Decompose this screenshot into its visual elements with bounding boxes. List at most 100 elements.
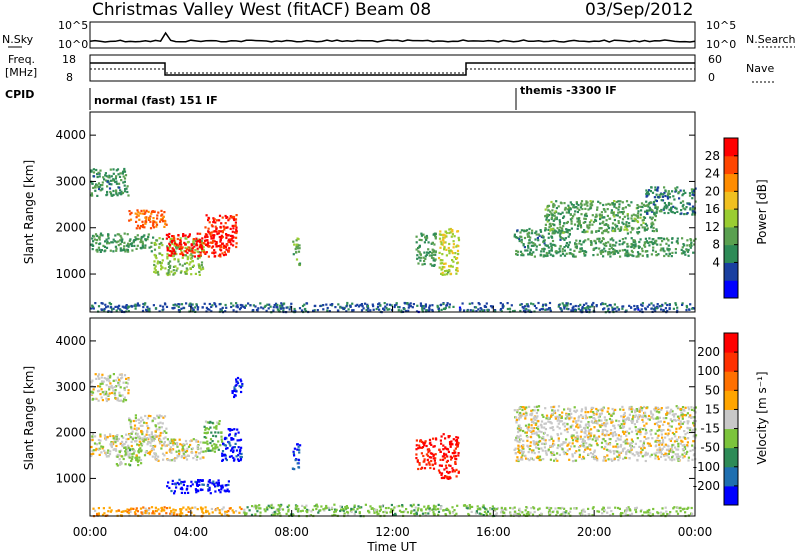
scatter-cell xyxy=(204,506,207,509)
scatter-cell xyxy=(431,304,434,307)
scatter-cell xyxy=(455,245,458,248)
scatter-cell xyxy=(144,246,147,249)
scatter-cell xyxy=(153,248,157,251)
scatter-cell xyxy=(364,302,367,305)
scatter-cell xyxy=(202,249,205,252)
scatter-cell xyxy=(104,240,107,243)
scatter-cell xyxy=(675,207,678,210)
scatter-cell xyxy=(233,218,236,222)
scatter-cell xyxy=(626,417,629,420)
scatter-cell xyxy=(605,228,608,231)
scatter-cell xyxy=(178,241,182,244)
scatter-cell xyxy=(210,507,213,511)
scatter-cell xyxy=(185,261,189,265)
scatter-cell xyxy=(236,458,240,461)
scatter-cell xyxy=(322,304,325,307)
scatter-cell xyxy=(166,252,169,256)
scatter-cell xyxy=(525,229,529,232)
scatter-cell xyxy=(424,303,427,306)
scatter-cell xyxy=(376,306,380,309)
scatter-cell xyxy=(234,442,237,445)
scatter-cell xyxy=(117,173,120,176)
scatter-cell xyxy=(669,209,672,212)
scatter-cell xyxy=(591,214,594,217)
scatter-cell xyxy=(220,309,223,312)
scatter-cell xyxy=(638,407,641,410)
scatter-cell xyxy=(660,199,663,202)
scatter-cell xyxy=(407,303,410,306)
scatter-cell xyxy=(614,223,617,226)
scatter-cell xyxy=(537,451,540,454)
scatter-cell xyxy=(218,509,221,512)
scatter-cell xyxy=(692,251,695,254)
scatter-cell xyxy=(232,217,235,220)
scatter-cell xyxy=(189,257,193,260)
scatter-cell xyxy=(627,217,630,220)
scatter-cell xyxy=(147,210,150,213)
scatter-cell xyxy=(90,453,93,456)
colorbar-segment xyxy=(724,191,738,210)
scatter-cell xyxy=(644,416,648,419)
scatter-cell xyxy=(103,393,106,396)
scatter-cell xyxy=(189,261,192,264)
scatter-cell xyxy=(431,308,434,312)
scatter-cell xyxy=(273,304,276,307)
scatter-cell xyxy=(424,440,427,443)
scatter-cell xyxy=(559,201,562,204)
scatter-cell xyxy=(619,408,622,411)
scatter-cell xyxy=(199,247,202,250)
scatter-cell xyxy=(432,467,436,470)
scatter-cell xyxy=(578,424,582,427)
scatter-cell xyxy=(549,225,552,228)
scatter-cell xyxy=(94,373,97,376)
scatter-cell xyxy=(485,302,488,305)
scatter-cell xyxy=(95,447,98,450)
scatter-cell xyxy=(548,301,552,305)
scatter-cell xyxy=(182,235,185,238)
scatter-cell xyxy=(227,219,230,222)
scatter-cell xyxy=(211,449,214,452)
scatter-cell xyxy=(218,489,221,492)
scatter-cell xyxy=(617,211,620,214)
scatter-cell xyxy=(621,448,625,451)
scatter-cell xyxy=(639,452,643,455)
scatter-cell xyxy=(143,234,146,237)
scatter-cell xyxy=(545,251,548,255)
scatter-cell xyxy=(670,408,673,411)
scatter-cell xyxy=(177,309,180,312)
scatter-cell xyxy=(224,303,227,307)
scatter-cell xyxy=(142,235,145,238)
scatter-cell xyxy=(234,221,237,224)
scatter-cell xyxy=(531,229,534,232)
scatter-cell xyxy=(677,455,680,458)
scatter-cell xyxy=(125,377,128,380)
scatter-cell xyxy=(633,246,636,250)
scatter-cell xyxy=(664,204,668,207)
scatter-cell xyxy=(440,435,443,438)
scatter-cell xyxy=(510,304,513,307)
scatter-cell xyxy=(199,479,202,482)
scatter-cell xyxy=(407,306,410,309)
scatter-cell xyxy=(518,426,521,430)
scatter-cell xyxy=(660,210,663,213)
scatter-cell xyxy=(602,203,605,207)
scatter-cell xyxy=(97,507,100,510)
scatter-cell xyxy=(204,243,208,246)
scatter-cell xyxy=(590,428,593,431)
scatter-cell xyxy=(545,417,548,420)
scatter-cell xyxy=(434,253,437,256)
scatter-cell xyxy=(639,427,642,430)
scatter-cell xyxy=(598,435,601,438)
scatter-cell xyxy=(650,201,653,204)
scatter-cell xyxy=(647,417,650,421)
scatter-cell xyxy=(658,210,661,213)
scatter-cell xyxy=(520,238,523,241)
scatter-cell xyxy=(220,486,223,489)
scatter-cell xyxy=(642,442,645,445)
scatter-cell xyxy=(519,438,523,441)
scatter-cell xyxy=(646,453,649,456)
scatter-cell xyxy=(655,253,659,257)
scatter-cell xyxy=(222,246,226,249)
scatter-cell xyxy=(669,439,672,442)
